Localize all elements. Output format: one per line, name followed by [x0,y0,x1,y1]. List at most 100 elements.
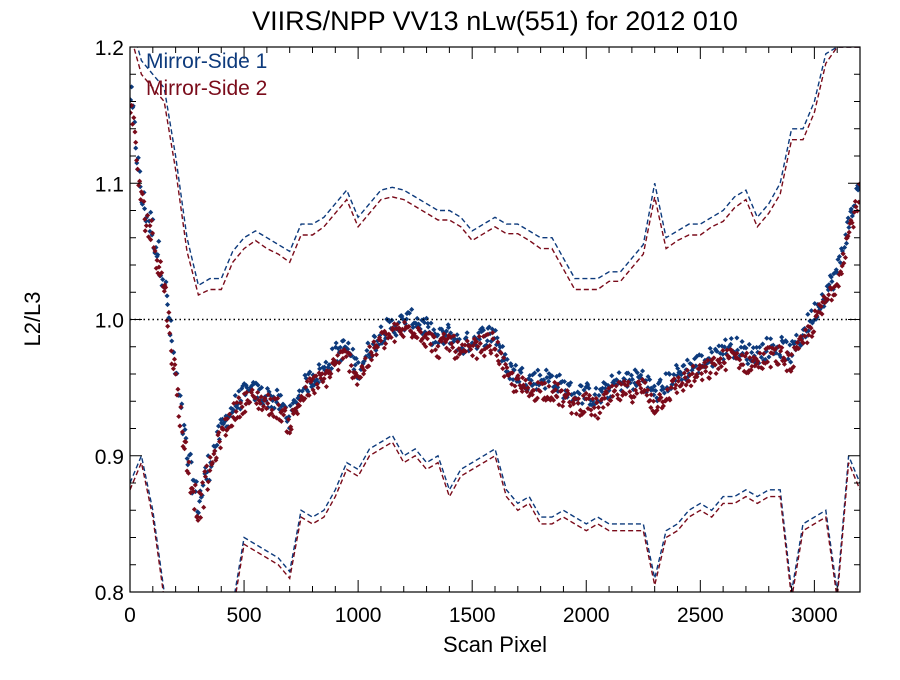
series-1-point [364,347,370,354]
series-2-point [303,384,309,390]
series-1-point [236,388,242,394]
series-1-point [743,345,749,351]
series-1-point [155,252,161,258]
series-2-point [242,409,248,415]
series-2-point [770,350,776,357]
series-2-point [684,367,690,373]
series-2-point [205,487,211,493]
series-1-point [215,423,222,429]
series-1-point [486,324,492,330]
series-2-point [856,199,860,205]
series-1-point [365,340,371,346]
series-2-point [149,218,155,224]
series-2-point [515,376,521,382]
series-1-point [735,347,741,353]
series-2-point [147,223,153,229]
series-2-point [201,504,207,510]
series-2-point [531,387,537,393]
series-2-point [826,292,832,298]
series-2-point [296,403,303,409]
series-1-point [435,332,441,338]
series-2-point [490,336,496,342]
series-2-point [143,223,149,229]
series-1-point [232,392,238,399]
series-1-point [537,372,543,378]
series-2-point [424,336,430,342]
series-1-point [321,364,327,370]
series-1-point [214,442,220,448]
series-2-point [192,482,198,488]
series-2-point [431,334,437,340]
series-2-point [343,353,349,360]
series-2-point [165,323,171,329]
series-2-point [594,400,600,406]
series-1-point [169,338,175,344]
series-2-point [802,327,809,333]
series-1-point [846,224,852,230]
series-2-point [802,333,808,339]
series-2-point [267,396,274,402]
series-2-point [239,404,245,410]
series-2-point [137,178,143,184]
series-1-point [518,369,524,376]
series-2-point [141,198,147,205]
series-2-point [488,350,494,356]
series-2-point [438,338,444,344]
series-2-point [200,480,206,486]
series-1-point [722,344,728,350]
series-2-point [167,330,173,336]
series-2-point [627,389,633,395]
series-2-point [590,396,596,402]
series-2-point [546,383,552,389]
series-2-point [789,351,795,358]
series-2-point [629,399,635,405]
series-2-point [593,395,599,401]
series-1-point [599,388,605,395]
series-2-point [551,397,557,403]
series-1-point [443,328,450,334]
series-1-point [404,316,410,322]
series-2-point [306,392,312,398]
series-2-point [608,397,614,403]
series-2-point [723,367,729,373]
series-2-point [224,416,230,422]
series-2-point [755,358,761,364]
series-2-point [418,329,424,335]
series-2-point [414,335,420,341]
series-1-point [578,383,584,389]
series-2-point [323,384,329,390]
series-2-point [181,446,188,452]
series-1-point [372,334,378,340]
series-2-point [205,479,211,485]
series-2-point [381,345,387,351]
series-2-point [436,355,442,361]
series-2-point [523,377,529,383]
series-2-point [631,394,637,400]
series-2-point [519,388,525,395]
series-1-lower-envelope [130,434,860,592]
series-2-point [645,387,651,393]
series-1-point [746,341,752,347]
series-1-point [187,451,194,457]
series-1-point [714,348,720,354]
series-2-point [699,377,705,383]
series-2-point [595,404,602,410]
series-2-point [606,385,612,391]
series-2-point [660,403,666,409]
series-2-point [694,374,700,380]
series-1-point [508,363,514,369]
series-1-point [197,498,203,504]
series-2-point [142,228,148,234]
y-tick-label: 0.8 [95,582,124,605]
series-2-point [202,474,208,480]
series-2-point [469,353,476,359]
series-2-point [191,489,197,495]
series-2-point [158,259,164,265]
series-2-point [537,388,543,394]
series-2-point [569,410,575,416]
series-2-point [388,334,394,340]
series-1-point [596,392,602,398]
series-2-point [566,391,572,397]
series-2-point [136,182,142,188]
